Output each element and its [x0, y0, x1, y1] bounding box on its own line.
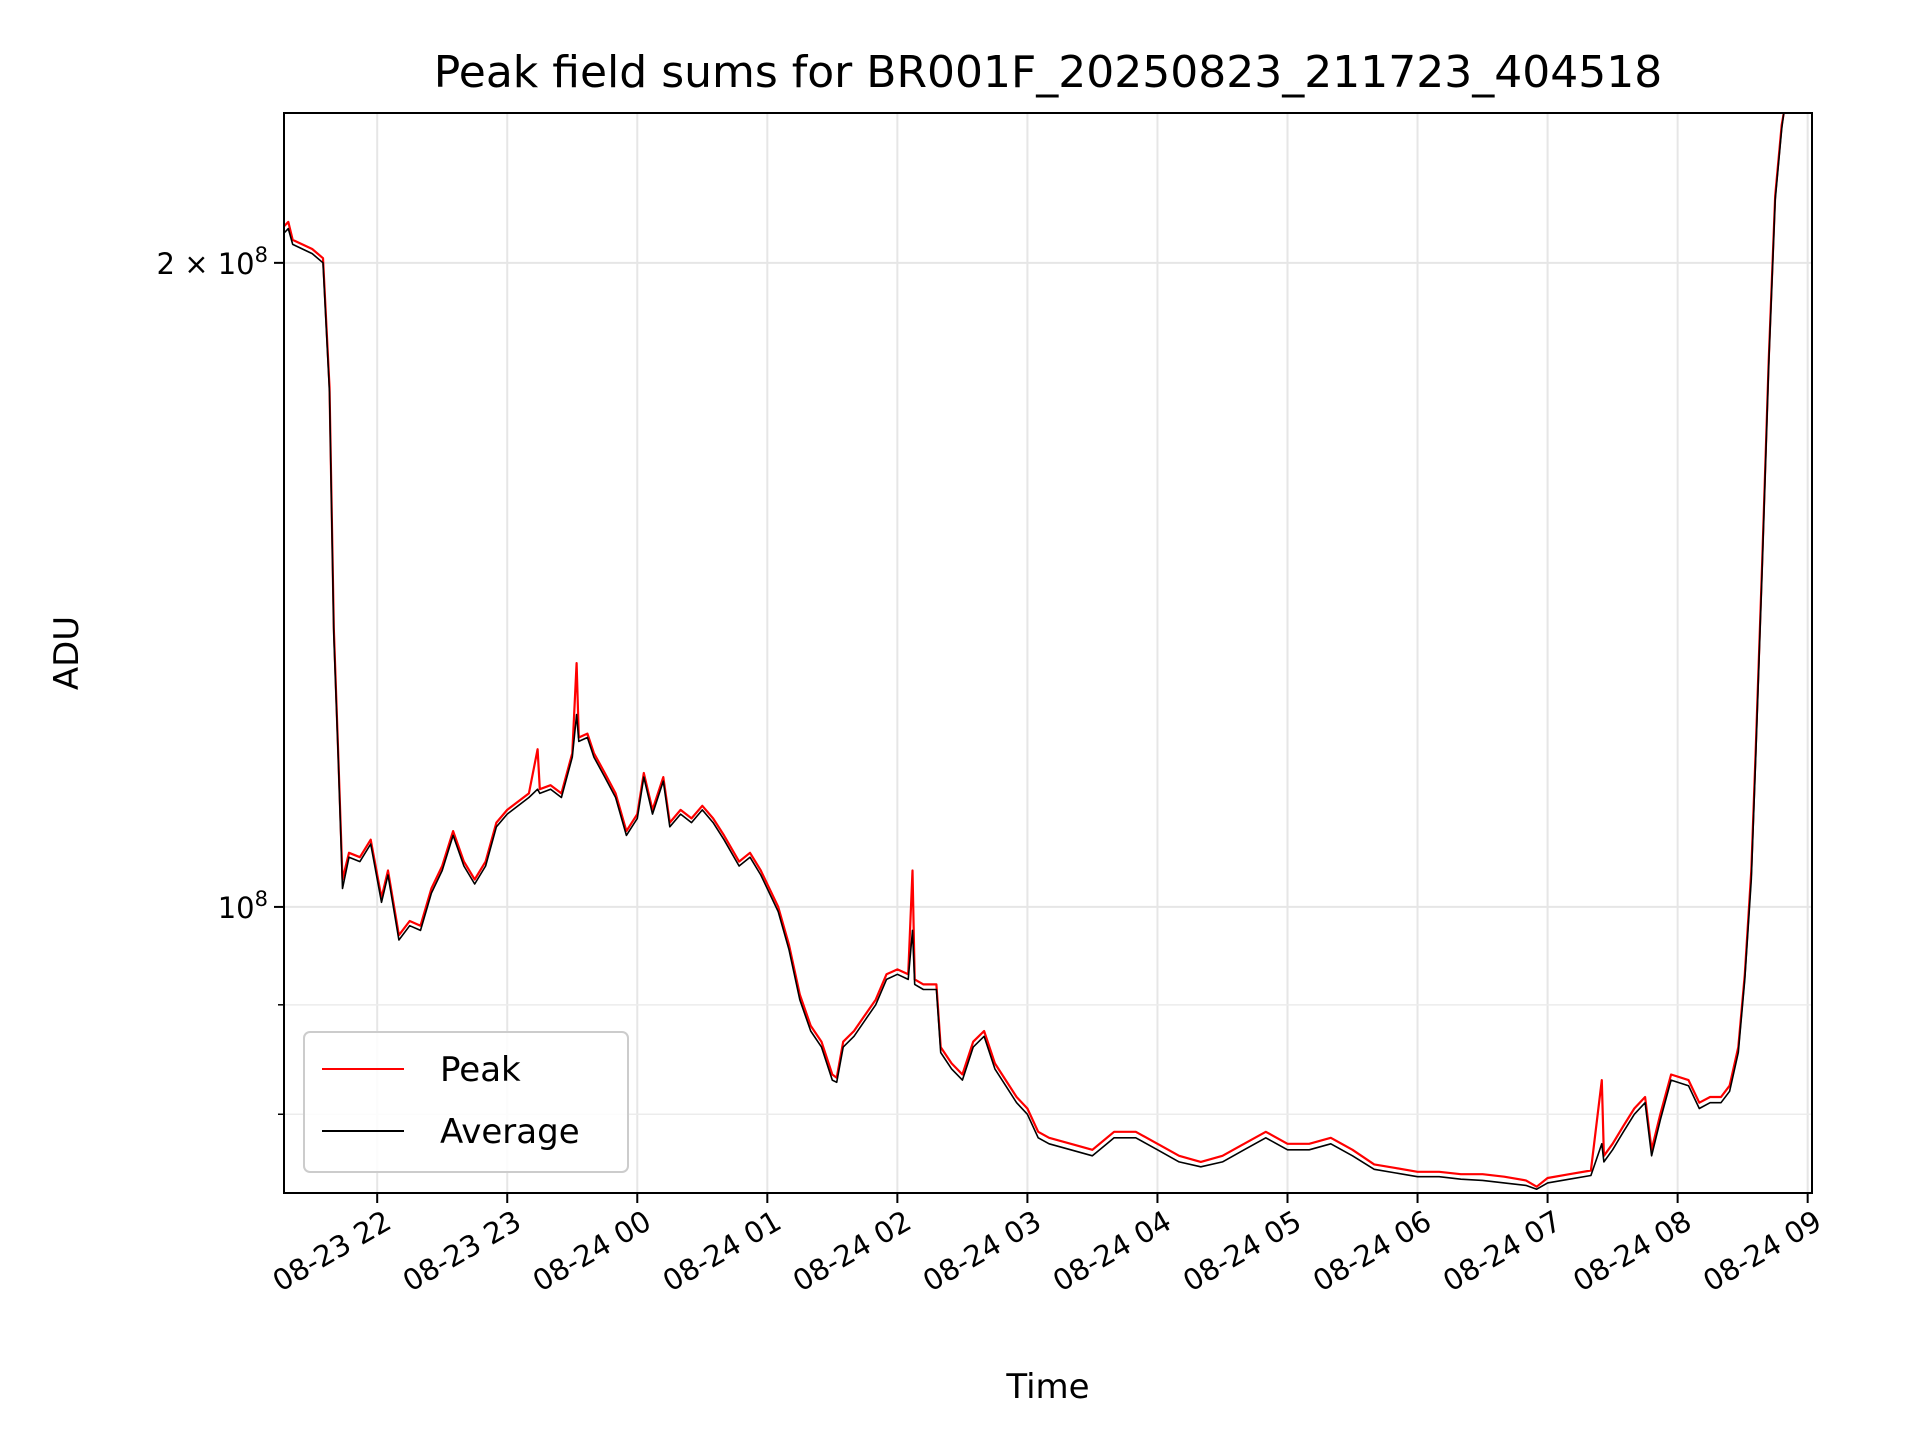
plot-frame [283, 112, 1813, 1194]
grid [284, 113, 1812, 1193]
legend-label-peak: Peak [440, 1050, 521, 1090]
chart-title: Peak field sums for BR001F_20250823_2117… [434, 47, 1662, 98]
legend-box [303, 1031, 629, 1173]
x-axis-label: Time [1005, 1367, 1089, 1407]
legend: Peak Average [303, 1031, 629, 1173]
y-axis-label: ADU [47, 616, 87, 690]
series-line-average [284, 113, 1785, 1190]
y-tick-label: 2 × 108 [157, 243, 268, 281]
series-group [284, 113, 1785, 1190]
legend-label-average: Average [440, 1112, 580, 1152]
